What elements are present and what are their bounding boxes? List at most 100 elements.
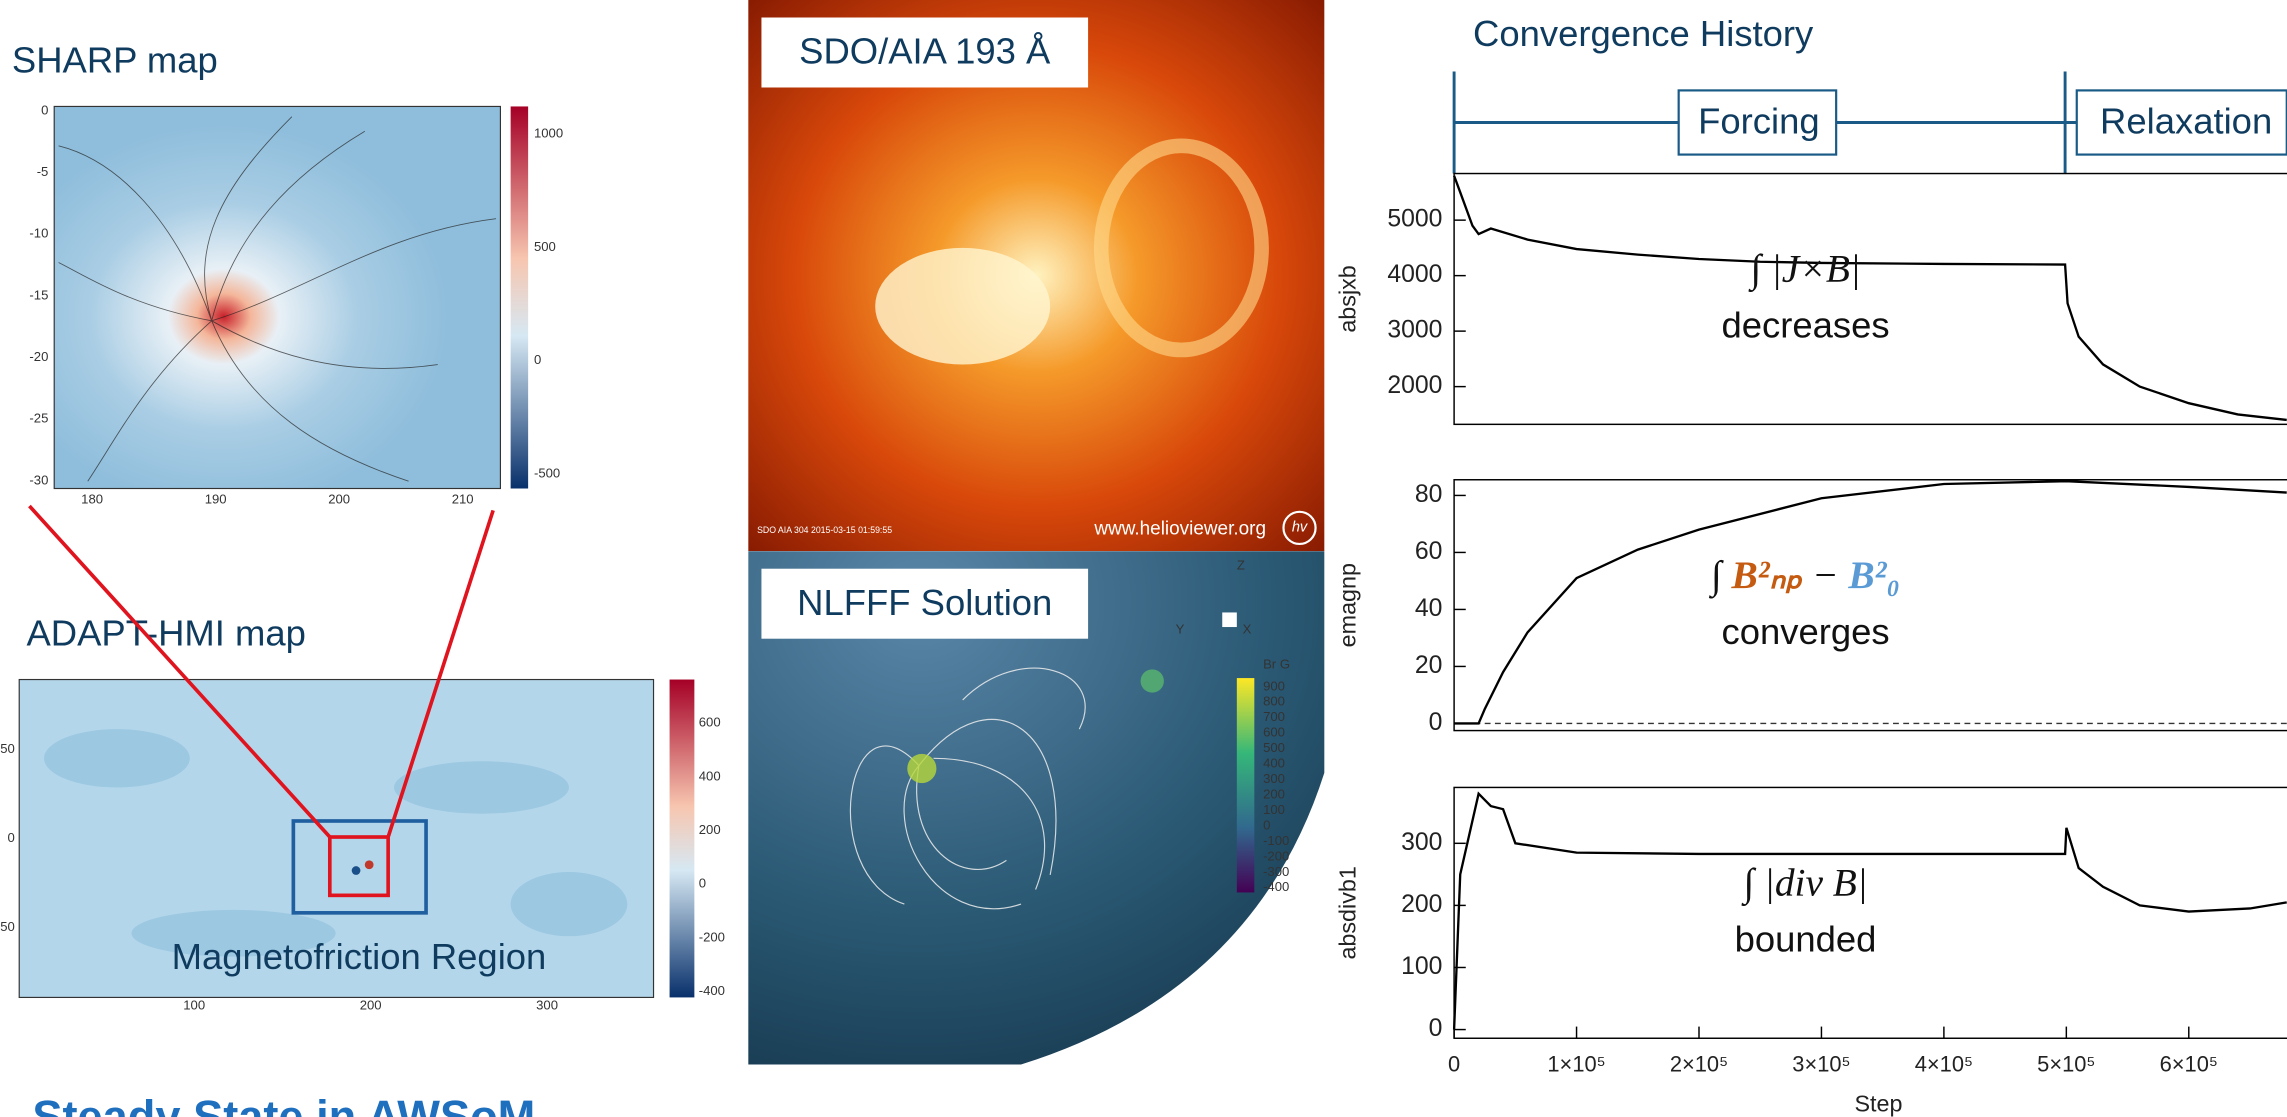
y-tick-label: 200 <box>1401 891 1442 918</box>
colorbar-ticks: 900 <box>1263 678 1285 693</box>
spot <box>352 866 361 875</box>
nlfff-colorbar <box>1237 678 1254 892</box>
y-tick-label: 5000 <box>1387 206 1442 233</box>
colorbar-ticks: 300 <box>1263 771 1285 786</box>
annotation-part: B²₀ <box>1847 553 1900 597</box>
x-tick-label: 2×10⁵ <box>1670 1052 1728 1077</box>
page: SHARP map 0-5-10-15-20-25-30180190200210… <box>0 0 2287 1117</box>
adapt-title: ADAPT-HMI map <box>27 612 306 653</box>
xticks: 200 <box>328 492 350 507</box>
y-tick-label: 0 <box>1429 1015 1443 1042</box>
yticks: -15 <box>29 287 48 302</box>
colorbar-ticks: -300 <box>1263 864 1289 879</box>
yticks: 0 <box>41 102 48 117</box>
footer: Steady State in AWSoM <box>32 1091 535 1117</box>
colorbar-ticks: 800 <box>1263 694 1285 709</box>
x-tick-label: 3×10⁵ <box>1792 1052 1850 1077</box>
aia-label: SDO/AIA 193 Å <box>799 31 1051 72</box>
flux-spot <box>1141 669 1164 692</box>
axis-cube <box>1222 612 1237 627</box>
adapt-colorbar <box>670 680 695 998</box>
series-line <box>1454 176 2287 420</box>
colorbar-ticks: 600 <box>1263 725 1285 740</box>
xticks: 100 <box>183 998 205 1013</box>
x-axis-label: Step <box>1854 1090 1902 1116</box>
x-tick-label: 5×10⁵ <box>2037 1052 2095 1077</box>
y-axis-label: absjxb <box>1334 265 1360 332</box>
aia-credit: www.helioviewer.org <box>1093 518 1266 539</box>
colorbar-title: Br G <box>1263 656 1290 671</box>
yticks: -5 <box>37 164 49 179</box>
y-tick-label: 4000 <box>1387 261 1442 288</box>
annotation-part: − <box>1802 553 1848 597</box>
sharp-title: SHARP map <box>12 39 218 80</box>
series-line <box>1454 481 2287 723</box>
annotation: ∫ |div B| <box>1741 861 1867 907</box>
x-tick-label: 1×10⁵ <box>1547 1052 1605 1077</box>
y-tick-label: 2000 <box>1387 372 1442 399</box>
colorbar-ticks: 600 <box>699 715 721 730</box>
flare <box>875 248 1050 365</box>
xticks: 300 <box>536 998 558 1013</box>
axis-label: Z <box>1237 557 1245 572</box>
yticks: -30 <box>29 472 48 487</box>
colorbar-ticks: -500 <box>534 466 560 481</box>
yticks: -10 <box>29 226 48 241</box>
annotation-caption: converges <box>1721 611 1889 652</box>
region-label: Magnetofriction Region <box>172 936 547 977</box>
colorbar-ticks: 700 <box>1263 709 1285 724</box>
phase-label: Relaxation <box>2100 101 2272 142</box>
colorbar-ticks: 200 <box>699 822 721 837</box>
y-tick-label: 100 <box>1401 953 1442 980</box>
x-tick-label: 6×10⁵ <box>2160 1052 2218 1077</box>
aia-caption: SDO AIA 304 2015-03-15 01:59:55 <box>757 525 892 535</box>
colorbar-ticks: -200 <box>1263 848 1289 863</box>
yticks: 50 <box>0 741 15 756</box>
y-tick-label: 20 <box>1415 652 1443 679</box>
colorbar-ticks: 400 <box>1263 756 1285 771</box>
xticks: 210 <box>452 492 474 507</box>
y-tick-label: 300 <box>1401 829 1442 856</box>
plot-frame <box>1454 787 2287 1038</box>
colorbar-ticks: 400 <box>699 768 721 783</box>
xticks: 200 <box>360 998 382 1013</box>
colorbar-ticks: 100 <box>1263 802 1285 817</box>
xticks: 190 <box>205 492 227 507</box>
x-tick-label: 0 <box>1448 1052 1460 1077</box>
annotation: ∫ |J×B| <box>1748 247 1860 293</box>
nlfff-label: NLFFF Solution <box>797 582 1052 623</box>
annotation-part: ∫ <box>1709 553 1732 599</box>
colorbar-ticks: 0 <box>699 876 706 891</box>
annotation-part: ∫ |div B| <box>1741 861 1867 907</box>
convergence-title: Convergence History <box>1473 13 1814 54</box>
annotation-caption: decreases <box>1721 305 1889 346</box>
axis-label: Y <box>1176 621 1185 636</box>
y-axis-label: absdivb1 <box>1334 866 1360 959</box>
colorbar-ticks: -100 <box>1263 833 1289 848</box>
xticks: 180 <box>81 492 103 507</box>
colorbar-ticks: -200 <box>699 929 725 944</box>
sharp-colorbar <box>511 106 528 488</box>
y-tick-label: 40 <box>1415 595 1443 622</box>
annotation: ∫ B²ₙₚ − B²₀ <box>1709 553 1900 599</box>
yticks: -50 <box>0 919 15 934</box>
annotation-part: B²ₙₚ <box>1731 553 1804 597</box>
logo-text: hv <box>1292 520 1308 536</box>
colorbar-ticks: 0 <box>1263 817 1270 832</box>
slide: SHARP map 0-5-10-15-20-25-30180190200210… <box>0 0 2287 1117</box>
colorbar-ticks: 500 <box>1263 740 1285 755</box>
axis-label: X <box>1243 621 1252 636</box>
plot-frame <box>1454 174 2287 425</box>
plot-frame <box>1454 480 2287 731</box>
x-tick-label: 4×10⁵ <box>1915 1052 1973 1077</box>
annotation-part: ∫ |J×B| <box>1748 247 1860 293</box>
colorbar-ticks: -400 <box>1263 879 1289 894</box>
spot <box>365 860 374 869</box>
colorbar-ticks: -400 <box>699 983 725 998</box>
flux-spot <box>907 754 936 783</box>
y-tick-label: 0 <box>1429 709 1443 736</box>
sharp-image <box>54 106 500 488</box>
yticks: -25 <box>29 411 48 426</box>
y-tick-label: 80 <box>1415 481 1443 508</box>
